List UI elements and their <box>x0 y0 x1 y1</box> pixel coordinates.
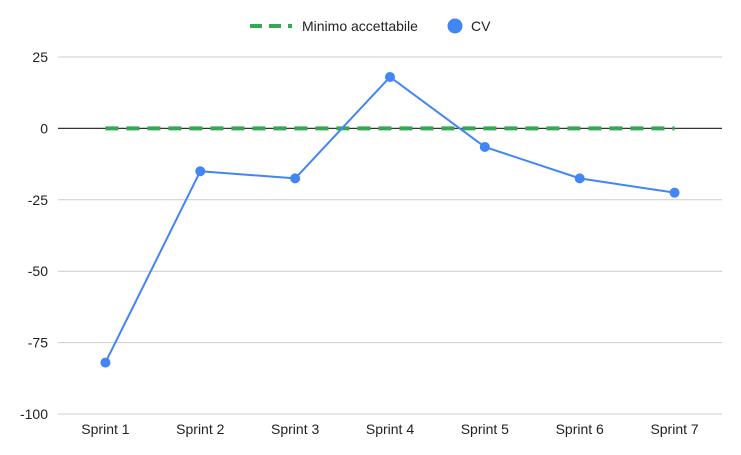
y-tick-label: -50 <box>28 263 48 279</box>
x-tick-label: Sprint 2 <box>176 421 224 437</box>
series-line-cv <box>104 75 675 364</box>
x-tick-label: Sprint 1 <box>81 421 129 437</box>
y-axis-ticks: 25 0 -25 -50 -75 -100 <box>20 49 48 422</box>
cv-point <box>100 357 111 368</box>
x-tick-label: Sprint 4 <box>366 421 414 437</box>
y-tick-label: 0 <box>40 120 48 136</box>
legend: Minimo accettabile CV <box>250 18 491 34</box>
cv-point <box>669 187 680 198</box>
gridlines <box>58 56 722 415</box>
y-tick-label: -100 <box>20 406 48 422</box>
cv-point <box>574 173 585 184</box>
cv-point <box>479 141 490 152</box>
x-tick-label: Sprint 3 <box>271 421 319 437</box>
legend-label-cv: CV <box>471 18 491 34</box>
cv-point <box>385 71 395 82</box>
cv-point <box>195 166 206 177</box>
legend-label-minimo-accettabile: Minimo accettabile <box>302 18 418 34</box>
x-tick-label: Sprint 5 <box>461 421 509 437</box>
x-tick-label: Sprint 6 <box>556 421 604 437</box>
y-tick-label: -75 <box>28 335 48 351</box>
legend-swatch-cv <box>447 18 463 34</box>
y-tick-label: -25 <box>28 192 48 208</box>
series-layer <box>100 71 680 368</box>
y-tick-label: 25 <box>32 49 48 65</box>
cv-point <box>290 173 301 184</box>
x-axis-ticks: Sprint 1 Sprint 2 Sprint 3 Sprint 4 Sprint 5… <box>81 421 699 437</box>
x-tick-label: Sprint 7 <box>650 421 698 437</box>
